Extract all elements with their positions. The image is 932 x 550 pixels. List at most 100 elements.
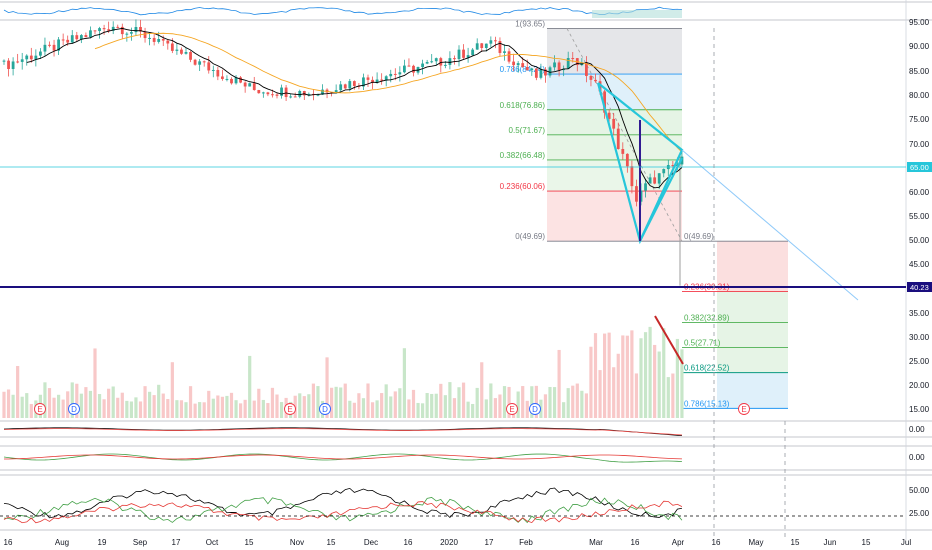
price-axis-tick: 60.00 — [909, 188, 930, 197]
earnings-event-marker — [34, 403, 46, 415]
candle-body — [557, 62, 561, 71]
candle-body — [7, 60, 10, 69]
volume-bar — [434, 393, 438, 418]
candle-body — [48, 44, 51, 46]
volume-bar — [589, 346, 593, 418]
candle-body — [75, 35, 79, 40]
earnings-event-marker — [738, 403, 750, 415]
volume-bar — [675, 338, 679, 418]
candle-body — [362, 77, 365, 87]
candle-body — [79, 35, 83, 40]
candle-body — [366, 77, 370, 80]
volume-bar — [148, 391, 152, 418]
volume-bar — [657, 351, 661, 418]
volume-bar — [75, 383, 79, 418]
volume-bar — [311, 383, 315, 418]
candle-body — [170, 43, 174, 51]
volume-bar — [16, 366, 20, 418]
fib-level-label: 0.236(60.06) — [500, 182, 546, 191]
dividend-event-label: D — [322, 405, 328, 414]
volume-bar — [334, 386, 338, 418]
volume-bar — [111, 386, 115, 418]
candle-body — [662, 169, 666, 174]
volume-bar — [598, 370, 602, 418]
candle-body — [598, 81, 602, 92]
candle-body — [143, 31, 147, 39]
volume-bar — [448, 382, 452, 418]
volume-bar — [6, 389, 11, 418]
candle-body — [207, 62, 211, 71]
volume-bar — [198, 402, 202, 418]
volume-bar — [134, 397, 138, 418]
volume-bar — [120, 392, 124, 418]
candle-body — [384, 76, 388, 81]
candle-body — [657, 173, 661, 184]
candle-body — [530, 68, 534, 71]
volume-bar — [662, 328, 666, 418]
candle-body — [289, 96, 293, 98]
price-axis-tick: 15.00 — [909, 405, 930, 414]
candle-body — [29, 55, 33, 60]
support-level-tag — [907, 282, 932, 292]
volume-bar — [211, 398, 215, 418]
volume-bar — [339, 387, 343, 418]
fib-level-label: 0.5(71.67) — [509, 126, 546, 135]
fib-level-label: 0.382(66.48) — [500, 151, 546, 160]
candle-body — [352, 81, 356, 86]
volume-bar — [138, 401, 143, 418]
candle-body — [525, 67, 529, 71]
candle-body — [503, 51, 506, 53]
candle-body — [2, 60, 6, 62]
extension-level-label: 0(49.69) — [684, 232, 714, 241]
price-axis-tick: 95.00 — [909, 18, 930, 27]
time-axis-label: Aug — [55, 538, 69, 547]
candle-body — [612, 118, 616, 129]
volume-bar — [484, 399, 488, 418]
candle-body — [457, 49, 461, 60]
volume-bar — [202, 402, 206, 418]
candle-body — [166, 40, 170, 44]
volume-bar — [361, 398, 366, 418]
price-axis-tick: 20.00 — [909, 381, 930, 390]
dividend-event-marker — [68, 403, 80, 415]
volume-bar — [530, 386, 534, 418]
dmi-axis-tick: 50.00 — [909, 486, 930, 495]
triangle-inner-line — [639, 157, 683, 242]
volume-bar — [557, 349, 561, 418]
volume-bar — [416, 402, 420, 418]
volume-bar — [516, 391, 520, 418]
candle-body — [548, 67, 552, 76]
volume-bar — [2, 391, 6, 418]
candle-body — [157, 39, 161, 42]
candle-body — [239, 77, 242, 83]
candle-body — [248, 83, 252, 87]
candle-body — [20, 59, 24, 62]
volume-bar — [357, 393, 361, 418]
candle-body — [562, 68, 566, 71]
volume-bar — [270, 387, 275, 418]
volume-bar — [152, 395, 156, 418]
candle-body — [275, 94, 279, 96]
extension-level-label: 0.786(15.13) — [684, 399, 730, 408]
candle-body — [61, 39, 65, 41]
volume-bar — [571, 385, 575, 418]
candle-body — [594, 79, 597, 82]
candle-body — [466, 55, 470, 58]
volume-bar — [425, 393, 429, 418]
candle-body — [257, 90, 261, 94]
fib-level-label: 0.786(84.24) — [500, 65, 546, 74]
volume-bar — [70, 382, 74, 418]
fib-trend-line — [566, 28, 683, 242]
candle-body — [302, 91, 306, 96]
volume-bar — [11, 394, 15, 418]
candle-body — [316, 94, 320, 96]
support-level-tag-label: 40.23 — [910, 283, 929, 292]
price-axis-tick: 90.00 — [909, 42, 930, 51]
dividend-event-label: D — [532, 405, 538, 414]
projection-line — [681, 149, 859, 301]
volume-bar — [170, 362, 174, 418]
volume-bar — [393, 391, 397, 418]
candles — [2, 19, 684, 207]
price-axis-tick: 70.00 — [909, 140, 930, 149]
